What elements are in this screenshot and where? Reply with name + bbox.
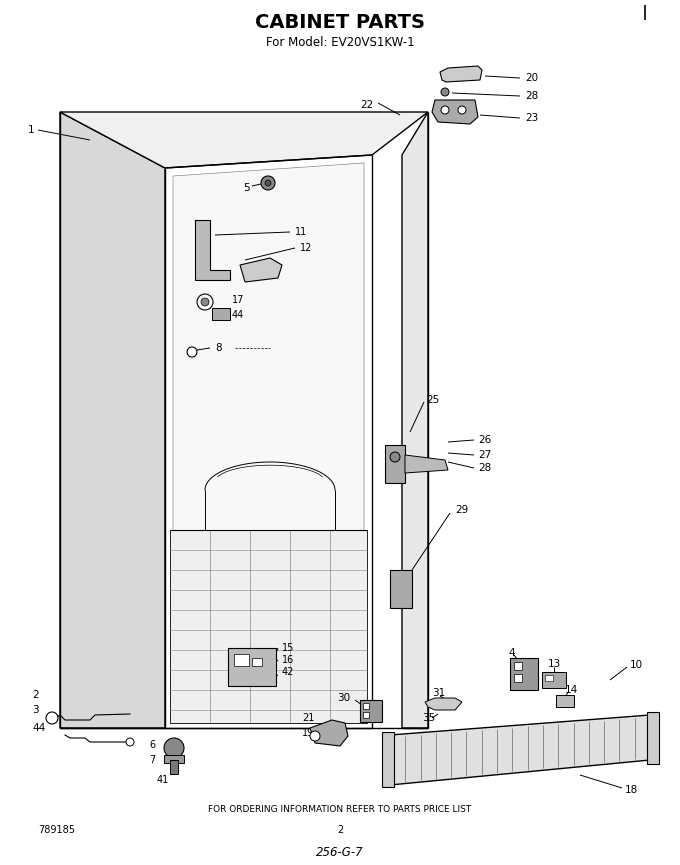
Text: 14: 14	[565, 685, 578, 695]
Text: 6: 6	[149, 740, 155, 750]
Text: 2: 2	[337, 825, 343, 835]
Circle shape	[441, 106, 449, 114]
Bar	[252, 658, 262, 666]
Circle shape	[261, 176, 275, 190]
Circle shape	[441, 88, 449, 96]
Polygon shape	[173, 163, 364, 723]
Circle shape	[458, 106, 466, 114]
Circle shape	[46, 712, 58, 724]
Polygon shape	[405, 455, 448, 473]
Text: 17: 17	[232, 295, 244, 305]
Text: 28: 28	[478, 463, 491, 473]
Text: 22: 22	[360, 100, 373, 110]
Bar	[514, 674, 522, 682]
Text: 23: 23	[525, 113, 539, 123]
Polygon shape	[425, 698, 462, 710]
Text: 10: 10	[630, 660, 643, 670]
Text: 12: 12	[300, 243, 312, 253]
Text: 29: 29	[455, 505, 469, 515]
Text: 1: 1	[28, 125, 35, 135]
Polygon shape	[170, 530, 367, 723]
Text: 19: 19	[302, 728, 314, 738]
Polygon shape	[402, 112, 428, 728]
Text: 11: 11	[295, 227, 307, 237]
Text: 4: 4	[508, 648, 515, 658]
Bar	[514, 662, 522, 670]
Bar	[390, 570, 412, 608]
Text: 789185: 789185	[38, 825, 75, 835]
Text: 30: 30	[337, 693, 350, 703]
Polygon shape	[310, 720, 348, 746]
Polygon shape	[240, 258, 282, 282]
Circle shape	[187, 347, 197, 357]
Bar	[170, 760, 178, 774]
Text: 5: 5	[243, 183, 250, 193]
Text: 18: 18	[625, 785, 639, 795]
Bar	[164, 755, 184, 763]
Text: 13: 13	[548, 659, 561, 669]
Text: 8: 8	[215, 343, 222, 353]
Text: FOR ORDERING INFORMATION REFER TO PARTS PRICE LIST: FOR ORDERING INFORMATION REFER TO PARTS …	[208, 805, 472, 815]
Text: 25: 25	[426, 395, 439, 405]
Text: 42: 42	[282, 667, 294, 677]
Polygon shape	[432, 100, 478, 124]
Text: 16: 16	[282, 655, 294, 665]
Bar	[545, 675, 553, 681]
Text: 7: 7	[149, 755, 155, 765]
Text: 31: 31	[432, 688, 445, 698]
Bar	[510, 658, 538, 690]
Bar	[647, 712, 659, 764]
Circle shape	[390, 452, 400, 462]
Text: 21: 21	[302, 713, 314, 723]
Text: 41: 41	[157, 775, 169, 785]
Text: 35: 35	[422, 713, 435, 723]
Bar	[360, 700, 382, 722]
Text: 20: 20	[525, 73, 538, 83]
Polygon shape	[440, 66, 482, 82]
Polygon shape	[390, 715, 650, 785]
Circle shape	[265, 180, 271, 186]
Circle shape	[197, 294, 213, 310]
Circle shape	[164, 738, 184, 758]
Text: 27: 27	[478, 450, 491, 460]
Text: 44: 44	[232, 310, 244, 320]
Polygon shape	[60, 112, 428, 168]
Text: 256-G-7: 256-G-7	[316, 847, 364, 860]
Text: 15: 15	[282, 643, 294, 653]
Bar	[363, 703, 369, 709]
Bar	[542, 672, 566, 688]
Text: 3: 3	[32, 705, 39, 715]
Text: 2: 2	[32, 690, 39, 700]
Bar	[556, 695, 574, 707]
Bar	[385, 445, 405, 483]
Text: CABINET PARTS: CABINET PARTS	[255, 12, 425, 31]
Text: 26: 26	[478, 435, 491, 445]
Text: 28: 28	[525, 91, 539, 101]
Polygon shape	[60, 112, 165, 728]
Bar	[212, 308, 230, 320]
Text: 44: 44	[32, 723, 46, 733]
Polygon shape	[195, 220, 230, 280]
Circle shape	[126, 738, 134, 746]
Bar	[382, 732, 394, 787]
Bar	[363, 712, 369, 718]
Circle shape	[201, 298, 209, 306]
Bar	[234, 654, 249, 666]
Text: For Model: EV20VS1KW-1: For Model: EV20VS1KW-1	[266, 35, 414, 48]
Circle shape	[310, 731, 320, 741]
Bar	[228, 648, 276, 686]
